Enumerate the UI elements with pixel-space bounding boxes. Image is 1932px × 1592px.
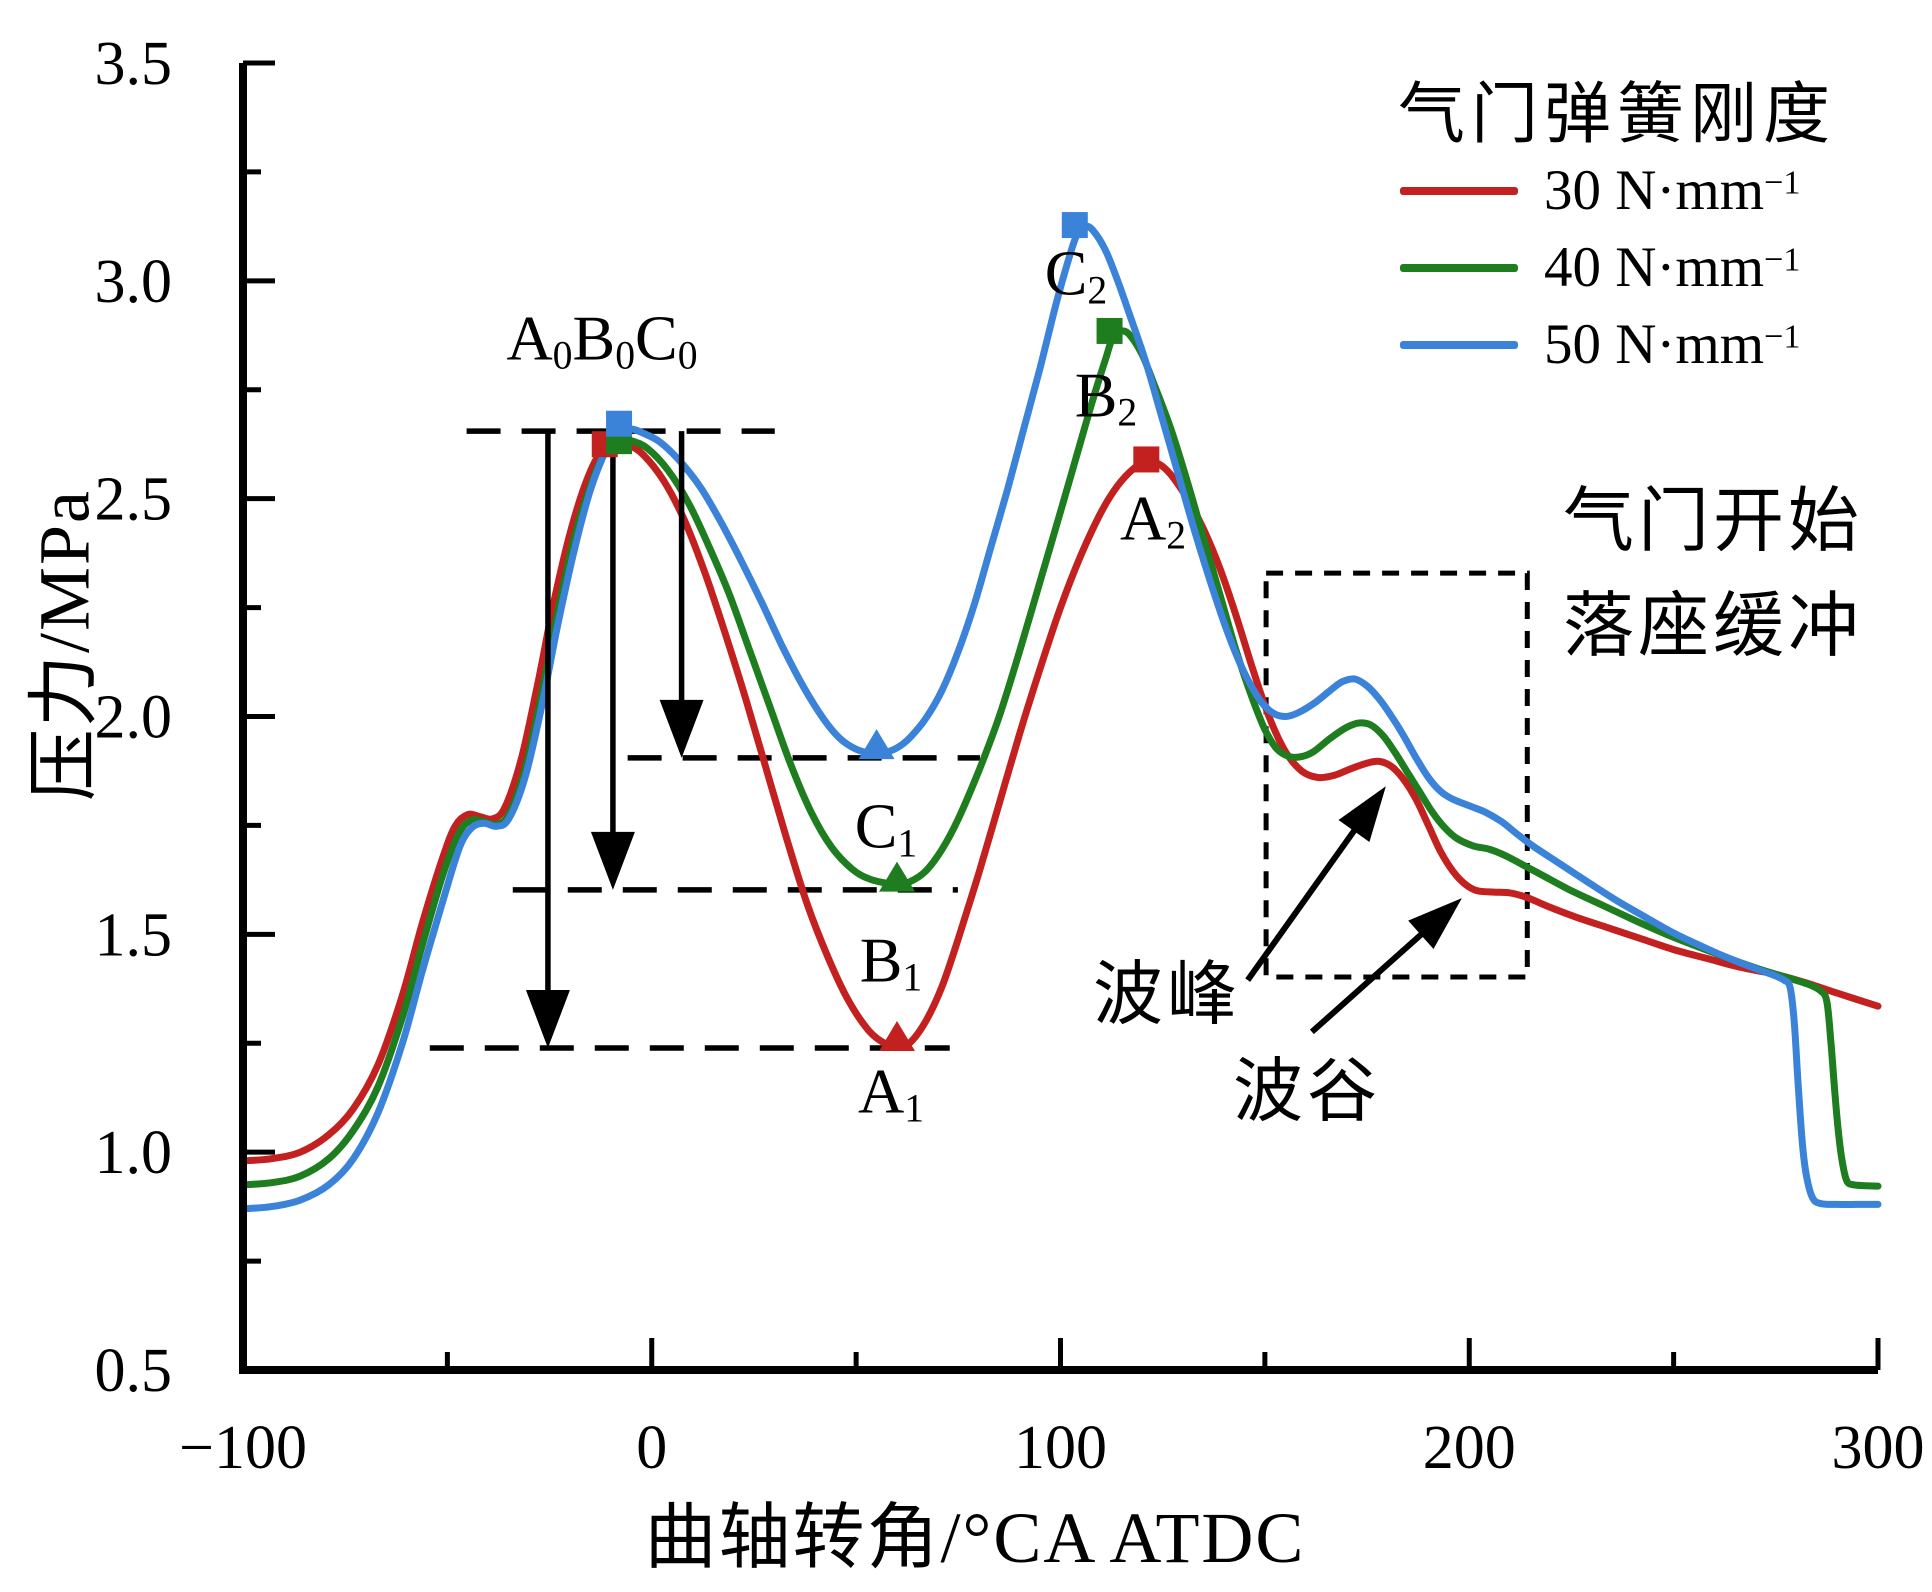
- y-tick-label-2.5: 2.5: [95, 466, 173, 534]
- label-a1-sub: 1: [904, 1086, 925, 1131]
- y-tick-label-1.5: 1.5: [95, 901, 173, 969]
- pointer-arrows: [1245, 786, 1462, 1035]
- label-b2-main: B: [1074, 359, 1118, 431]
- legend-label-30: 30 N·mm−1: [1544, 158, 1800, 223]
- label-c2-sub: 2: [1087, 268, 1108, 313]
- x-tick-label-200: 200: [1423, 1414, 1516, 1482]
- label-b1-sub: 1: [902, 955, 923, 1000]
- legend-line-40-icon: [1400, 263, 1518, 272]
- legend-line-50-icon: [1400, 340, 1518, 349]
- label-b0-sub: 0: [615, 333, 636, 378]
- label-c0-main: C: [635, 302, 678, 374]
- label-b0-main: B: [572, 302, 616, 374]
- label-seating-line1: 气门开始: [1563, 483, 1864, 561]
- square-marker-50nmm: [606, 410, 633, 437]
- label-A1: A1: [858, 1055, 924, 1132]
- y-tick-label-3.5: 3.5: [95, 30, 173, 98]
- square-marker-30nmm: [1133, 446, 1160, 473]
- label-C2: C2: [1045, 237, 1108, 314]
- legend-label-30-exp: −1: [1764, 164, 1801, 202]
- y-tick-label-0.5: 0.5: [95, 1337, 173, 1405]
- triangle-marker-50nmm: [858, 729, 895, 760]
- label-b1-main: B: [859, 924, 903, 996]
- label-B1: B1: [860, 924, 923, 1001]
- seating-buffer-dashed-rect: [1263, 570, 1530, 980]
- legend-label-50-exp: −1: [1764, 318, 1801, 356]
- x-tick-label-100: 100: [1014, 1414, 1107, 1482]
- x-tick-label-300: 300: [1832, 1414, 1925, 1482]
- legend-label-40-exp: −1: [1764, 241, 1801, 279]
- label-a1-main: A: [857, 1055, 905, 1127]
- label-b2-sub: 2: [1117, 390, 1138, 435]
- label-c1-main: C: [854, 790, 898, 862]
- square-marker-50nmm: [1061, 212, 1088, 239]
- legend-item-30: 30 N·mm−1: [1400, 152, 1900, 229]
- legend-label-30-text: 30 N·mm: [1544, 159, 1765, 222]
- legend-label-40: 40 N·mm−1: [1544, 235, 1800, 300]
- curve-50nmm: [239, 222, 1882, 1213]
- legend-label-50-text: 50 N·mm: [1544, 313, 1765, 376]
- label-c2-main: C: [1044, 237, 1088, 309]
- label-a0-sub: 0: [552, 333, 573, 378]
- pressure-drop-arrows: [525, 431, 704, 1049]
- label-c1-sub: 1: [897, 821, 918, 866]
- label-first-peak-A0B0C0: A0B0C0: [506, 302, 697, 379]
- label-B2: B2: [1075, 359, 1138, 436]
- triangle-marker-30nmm: [879, 1021, 915, 1052]
- label-A2: A2: [1120, 482, 1186, 559]
- label-c0-sub: 0: [677, 333, 698, 378]
- curve-30nmm: [239, 438, 1882, 1165]
- legend-item-40: 40 N·mm−1: [1400, 229, 1900, 306]
- triangle-marker-40nmm: [879, 861, 915, 892]
- tick-labels: 0.51.01.52.02.53.03.5−100 0 100 200 300: [95, 30, 1925, 1482]
- legend-item-50: 50 N·mm−1: [1400, 306, 1900, 383]
- label-seating-line2: 落座缓冲: [1563, 588, 1864, 666]
- x-tick-label-−100: −100: [179, 1414, 307, 1482]
- label-a2-sub: 2: [1166, 513, 1187, 558]
- y-axis-title: 压力/MPa: [24, 488, 105, 802]
- label-a0-main: A: [506, 302, 553, 374]
- legend-label-40-text: 40 N·mm: [1544, 236, 1765, 299]
- axes: [239, 60, 1881, 1374]
- label-a2-main: A: [1119, 482, 1167, 554]
- legend-title: 气门弹簧刚度: [1398, 78, 1836, 152]
- label-wave-peak: 波峰: [1093, 957, 1241, 1034]
- legend-rows: 30 N·mm−1 40 N·mm−1 50 N·mm−1: [1400, 152, 1900, 383]
- y-tick-label-3.0: 3.0: [95, 248, 173, 316]
- square-marker-40nmm: [1096, 317, 1123, 344]
- arrow-wave_trough-icon: [1408, 898, 1462, 949]
- label-C1: C1: [855, 790, 918, 867]
- label-valve-seating-buffer: 气门开始 落座缓冲: [1563, 470, 1863, 680]
- y-tick-label-2.0: 2.0: [95, 684, 173, 752]
- legend: 气门弹簧刚度 30 N·mm−1 40 N·mm−1 50 N·mm−1: [1398, 60, 1836, 376]
- curve-40nmm: [239, 327, 1882, 1190]
- legend-line-30-icon: [1400, 186, 1518, 195]
- y-tick-label-1.0: 1.0: [95, 1119, 173, 1187]
- reference-dashed-lines: [429, 428, 980, 1051]
- x-tick-label-0: 0: [636, 1414, 667, 1482]
- legend-label-50: 50 N·mm−1: [1544, 312, 1800, 377]
- data-markers: [591, 212, 1160, 1052]
- label-wave-trough: 波谷: [1233, 1054, 1381, 1131]
- arrow-wave_peak-icon: [1338, 786, 1386, 843]
- x-axis-title: 曲轴转角/°CA ATDC: [644, 1498, 1306, 1578]
